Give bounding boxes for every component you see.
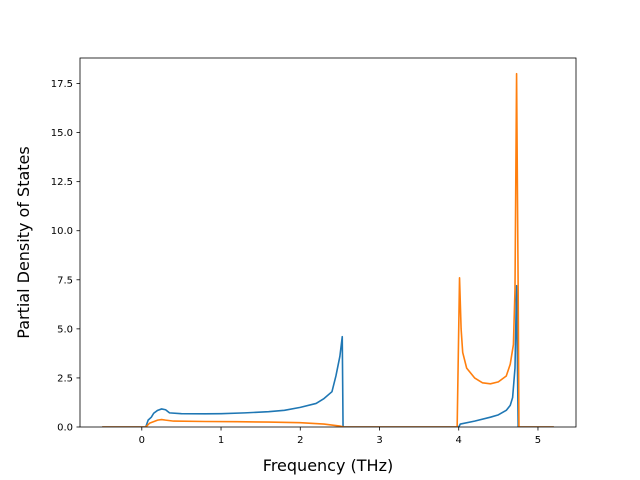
x-tick-label: 3 <box>376 435 382 446</box>
plot-area <box>80 58 576 427</box>
series-layer <box>102 72 554 427</box>
x-tick-label: 2 <box>297 435 303 446</box>
series-line-2 <box>102 72 554 427</box>
y-tick-label: 12.5 <box>51 177 73 188</box>
x-tick-label: 1 <box>218 435 224 446</box>
y-tick-label: 0.0 <box>57 423 73 434</box>
x-tick-label: 5 <box>535 435 541 446</box>
y-tick-label: 15.0 <box>51 128 73 139</box>
y-tick-label: 17.5 <box>51 79 73 90</box>
y-tick-label: 2.5 <box>57 373 73 384</box>
x-tick-label: 4 <box>456 435 462 446</box>
y-tick-label: 10.0 <box>51 226 73 237</box>
x-tick-label: 0 <box>139 435 145 446</box>
axes-layer: 0 1 2 3 4 5 0.0 2.5 5.0 7.5 10.0 12.5 15.0 17.5 <box>51 57 577 446</box>
y-axis-label: Partial Density of States <box>14 146 33 338</box>
x-axis-label: Frequency (THz) <box>263 456 393 475</box>
plot-frame <box>79 57 577 428</box>
plot-background <box>80 58 576 427</box>
y-tick-label: 5.0 <box>57 324 73 335</box>
y-tick-label: 7.5 <box>57 275 73 286</box>
series-line-1 <box>102 284 554 427</box>
